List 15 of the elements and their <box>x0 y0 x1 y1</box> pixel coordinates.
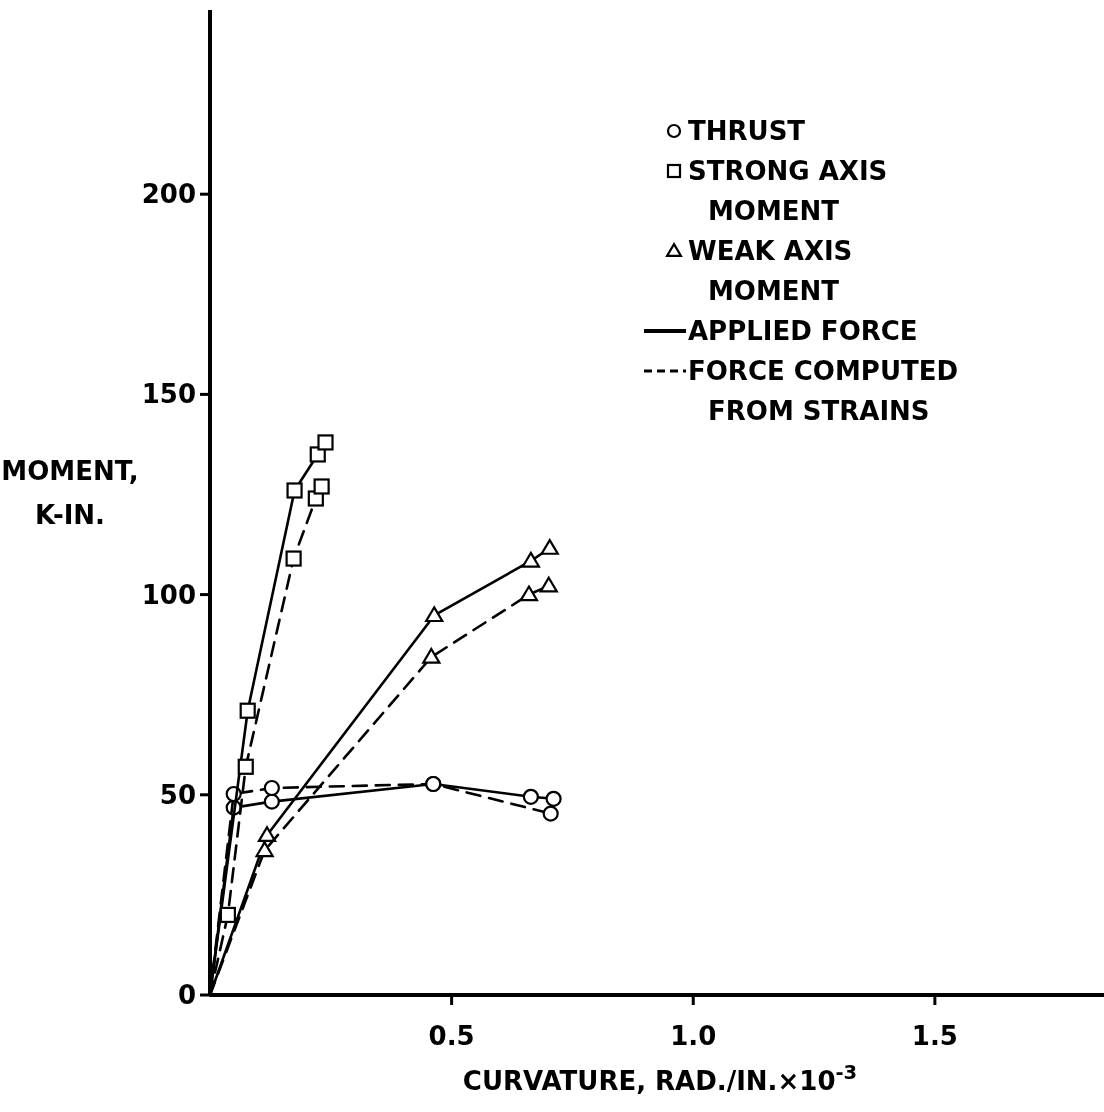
annotation: APPLIED FORCE <box>688 316 918 346</box>
legend-label: WEAK AXIS MOMENT <box>688 236 853 306</box>
x-axis-title: CURVATURE, RAD./IN.×10$^{-3}$ <box>462 1060 858 1096</box>
legend-label: THRUST <box>688 116 806 146</box>
y-axis-title: MOMENT, K-IN. <box>1 456 139 530</box>
y-tick-label: 100 <box>141 579 196 610</box>
x-tick-label: 0.5 <box>428 1021 475 1051</box>
y-tick-label: 50 <box>159 779 196 810</box>
y-tick-label: 150 <box>141 379 196 410</box>
x-tick-label: 1.5 <box>911 1021 958 1051</box>
x-tick-label: 1.0 <box>670 1021 717 1051</box>
y-tick-label: 0 <box>177 980 196 1011</box>
y-tick-label: 200 <box>141 179 196 210</box>
legend-label: STRONG AXIS MOMENT <box>688 156 888 226</box>
annotation: FORCE COMPUTED FROM STRAINS <box>688 356 959 426</box>
